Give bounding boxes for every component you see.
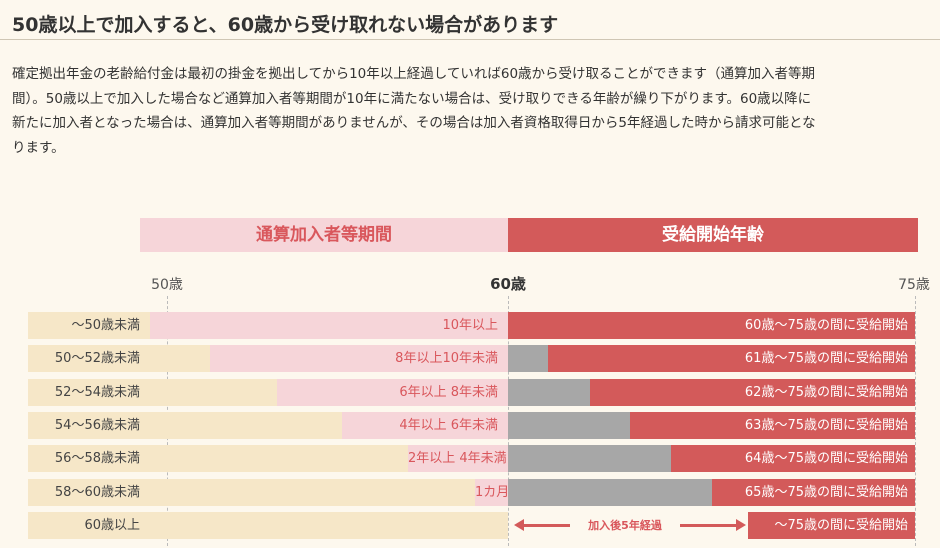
payout-bar <box>748 511 915 539</box>
arrow-text: 加入後5年経過 <box>570 516 680 534</box>
period-bar <box>277 378 508 406</box>
paragraph-line: 新たに加入者となった場合は、通算加入者等期間がありませんが、その場合は加入者資格… <box>12 115 816 131</box>
wait-bar <box>508 345 548 373</box>
paragraph: 確定拠出年金の老齢給付金は最初の掛金を拠出してから10年以上経過していれば60歳… <box>12 62 940 160</box>
period-bar <box>342 411 508 439</box>
axis-label: 60歳 <box>490 275 526 293</box>
period-text: 6年以上 8年未満 <box>399 384 498 400</box>
payout-bar <box>508 312 915 339</box>
row-bg <box>28 511 508 539</box>
row-label: 58～60歳未満 <box>54 484 140 500</box>
period-bar <box>210 345 508 373</box>
paragraph-line: 間）。50歳以上で加入した場合など通算加入者等期間が10年に満たない場合は、受け… <box>12 90 812 107</box>
payout-bar <box>630 411 915 439</box>
wait-bar <box>508 411 630 439</box>
period-text: 2年以上 4年未満 <box>408 451 507 467</box>
paragraph-line: ります。 <box>12 139 65 156</box>
period-bar <box>408 445 508 473</box>
period-text: 8年以上10年未満 <box>395 351 498 367</box>
payout-text: ～75歳の間に受給開始 <box>774 517 908 533</box>
payout-bar <box>590 378 915 406</box>
row-label: 56～58歳未満 <box>54 451 140 467</box>
page-title: 50歳以上で加入すると、60歳から受け取れない場合があります <box>0 0 940 40</box>
row-label: 52～54歳未満 <box>54 384 140 400</box>
wait-bar <box>508 378 590 406</box>
row-label: ～50歳未満 <box>71 318 140 333</box>
paragraph-line: 確定拠出年金の老齢給付金は最初の掛金を拠出してから10年以上経過していれば60歳… <box>12 66 816 82</box>
wait-bar <box>508 478 712 506</box>
left-header: 通算加入者等期間 <box>140 218 508 252</box>
payout-bar <box>548 345 915 373</box>
row-label: 60歳以上 <box>84 517 140 533</box>
payout-text: 60歳～75歳の間に受給開始 <box>744 318 908 333</box>
payout-text: 61歳～75歳の間に受給開始 <box>744 351 908 367</box>
payout-bar <box>712 478 915 506</box>
arrow-head <box>514 518 524 531</box>
row-label: 54～56歳未満 <box>54 417 140 433</box>
axis-label: 50歳 <box>151 277 183 293</box>
payout-text: 62歳～75歳の間に受給開始 <box>744 384 908 400</box>
axis-label: 75歳 <box>898 277 930 293</box>
wait-bar <box>508 445 671 473</box>
period-bar <box>150 312 508 339</box>
period-bar <box>475 478 508 506</box>
guide-line <box>915 296 916 546</box>
row-label: 50～52歳未満 <box>54 351 140 367</box>
period-text: 1カ月以上 2年未満 <box>475 479 587 506</box>
right-header: 受給開始年齢 <box>508 218 918 252</box>
row-bg <box>28 478 508 506</box>
arrow-head <box>736 518 746 531</box>
payout-text: 63歳～75歳の間に受給開始 <box>744 417 908 433</box>
payout-text: 65歳～75歳の間に受給開始 <box>744 484 908 500</box>
period-text: 10年以上 <box>442 318 498 333</box>
period-text: 4年以上 6年未満 <box>399 417 498 433</box>
payout-text: 64歳～75歳の間に受給開始 <box>744 451 908 467</box>
payout-bar <box>671 445 915 473</box>
